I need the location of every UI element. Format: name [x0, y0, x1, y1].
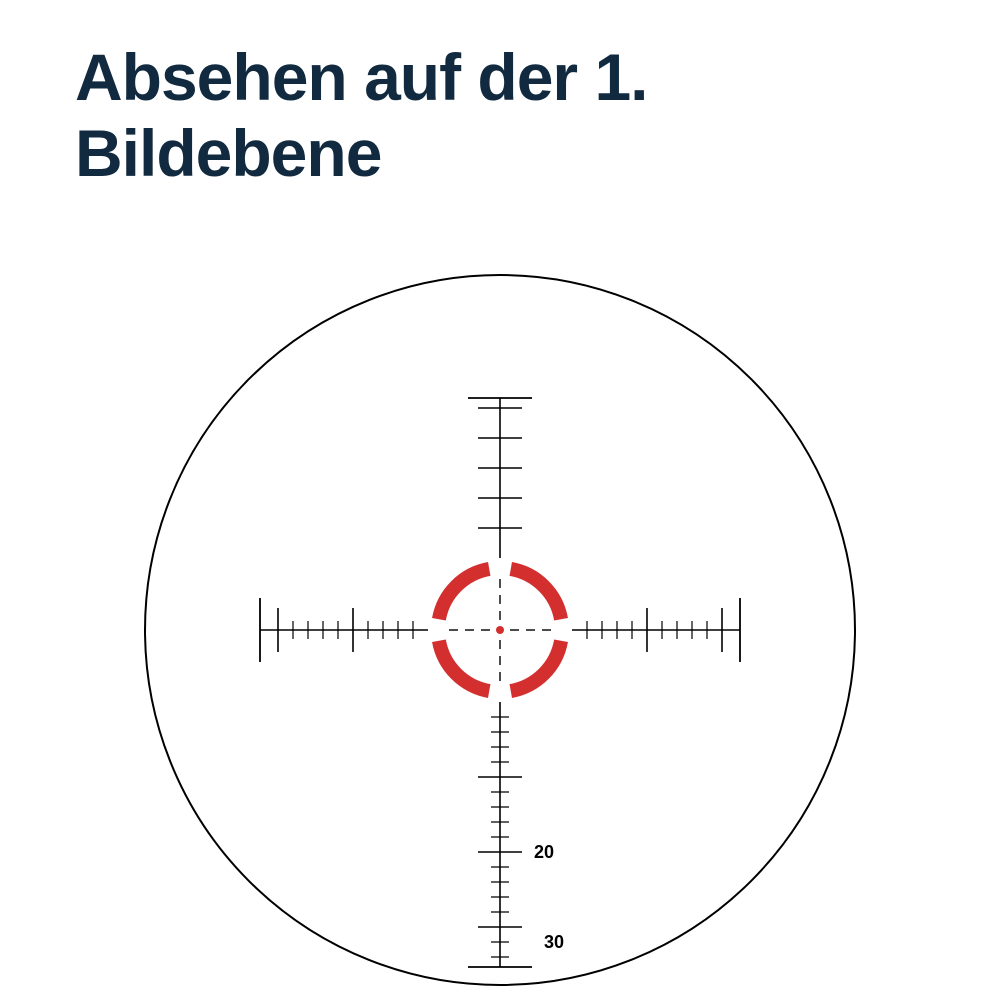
range-label-30: 30	[544, 932, 564, 952]
title-line-1: Absehen auf der 1.	[75, 40, 648, 114]
range-label-20: 20	[534, 842, 554, 862]
reticle-diagram: 2030	[130, 260, 870, 1000]
page-title: Absehen auf der 1. Bildebene	[75, 40, 648, 192]
title-line-2: Bildebene	[75, 116, 381, 190]
